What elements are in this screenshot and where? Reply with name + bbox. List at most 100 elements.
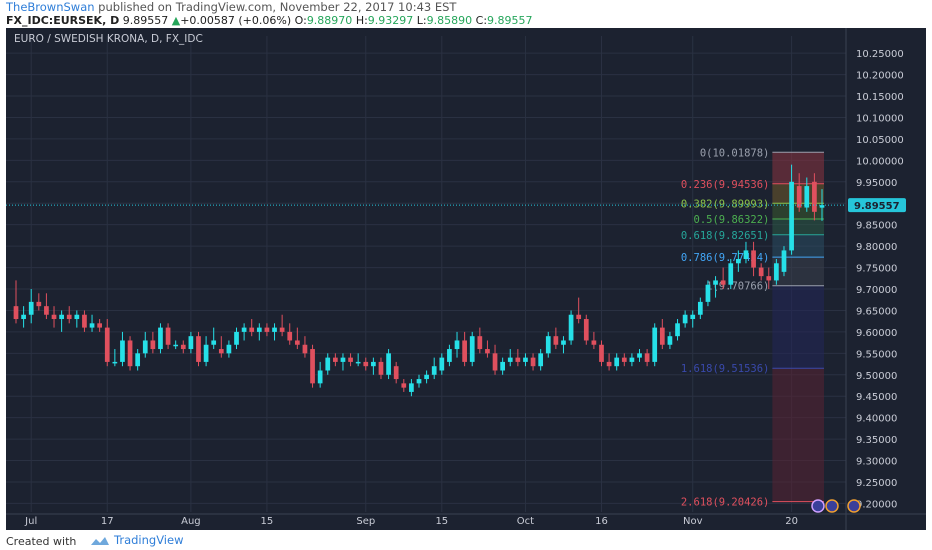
fib-level-label: 1.618(9.51536): [681, 363, 770, 375]
candle-body: [97, 323, 102, 328]
candle-body: [249, 327, 255, 332]
candle-body: [606, 361, 612, 367]
candle-body: [89, 323, 95, 328]
x-tick-label: Sep: [356, 516, 375, 527]
last-price: 9.89557: [122, 14, 169, 27]
candle-body: [629, 357, 635, 362]
chart-panel[interactable]: EURO / SWEDISH KRONA, D, FX_IDC 10.25000…: [6, 28, 926, 530]
y-tick-label: 9.50000: [856, 371, 897, 382]
candle-body: [279, 327, 285, 332]
candle-body: [127, 340, 133, 367]
candle-body: [150, 340, 156, 350]
event-marker-icon[interactable]: [811, 499, 825, 513]
candle-body: [568, 314, 574, 341]
candle-body: [454, 340, 460, 350]
x-tick-label: Oct: [517, 516, 534, 527]
low-label: L:: [416, 14, 427, 27]
high-label: H:: [355, 14, 368, 27]
candle-body: [112, 361, 118, 364]
candle-body: [485, 349, 490, 354]
candle-body: [294, 340, 300, 345]
last-price-badge: [848, 198, 906, 213]
x-tick-label: Nov: [683, 516, 703, 527]
candle-body: [120, 340, 125, 362]
open-value: 9.88970: [306, 14, 353, 27]
candle-body: [439, 357, 445, 371]
candle-body: [682, 314, 688, 324]
candle-body: [333, 357, 338, 362]
candle-body: [241, 327, 247, 332]
candle-body: [621, 357, 627, 362]
fib-zone: [772, 152, 824, 184]
y-tick-label: 9.35000: [856, 435, 897, 446]
candle-body: [287, 331, 293, 341]
candle-body: [614, 357, 620, 367]
fib-level-label: 0(10.01878): [700, 147, 770, 159]
x-tick-label: 15: [261, 516, 274, 527]
ohlc-info: FX_IDC:EURSEK, D 9.89557 ▲+0.00587 (+0.0…: [6, 14, 533, 27]
tradingview-link[interactable]: TradingView: [90, 533, 183, 547]
event-marker-icon[interactable]: [847, 499, 861, 513]
candle-body: [302, 344, 308, 354]
change-value: +0.00587 (+0.06%): [180, 14, 292, 27]
y-tick-label: 10.15000: [856, 92, 904, 103]
candle-body: [743, 250, 749, 259]
candle-body: [325, 357, 331, 371]
candle-body: [637, 353, 642, 358]
y-tick-label: 10.10000: [856, 113, 904, 124]
author-link[interactable]: TheBrownSwan: [6, 0, 95, 14]
candle-body: [576, 314, 582, 320]
candle-body: [690, 314, 696, 320]
candlestick-chart[interactable]: EURO / SWEDISH KRONA, D, FX_IDC 10.25000…: [6, 28, 926, 530]
fib-zone: [772, 368, 824, 502]
fib-zone: [772, 234, 824, 258]
y-tick-label: 10.05000: [856, 135, 904, 146]
candle-body: [218, 349, 224, 354]
candle-body: [728, 263, 734, 285]
candle-body: [523, 357, 528, 362]
fib-level-label: 0.236(9.94536): [681, 179, 770, 191]
x-tick-label: 15: [435, 516, 448, 527]
candle-body: [378, 361, 384, 375]
candle-body: [789, 181, 794, 251]
candle-body: [409, 383, 414, 392]
fib-zone: [772, 257, 824, 286]
y-tick-label: 9.20000: [856, 499, 897, 510]
candle-body: [720, 280, 726, 285]
candle-body: [13, 306, 19, 320]
candle-body: [774, 263, 779, 281]
candle-body: [515, 357, 521, 362]
candle-body: [538, 353, 544, 367]
candle-body: [424, 374, 429, 380]
x-tick-label: 16: [595, 516, 608, 527]
candle-body: [386, 353, 391, 375]
candle-body: [652, 327, 658, 362]
publish-info: TheBrownSwan published on TradingView.co…: [6, 0, 456, 14]
candle-body: [492, 353, 498, 371]
candle-body: [758, 267, 764, 277]
y-tick-label: 9.45000: [856, 392, 897, 403]
candle-body: [264, 327, 270, 332]
candle-body: [188, 336, 194, 350]
fib-level-label: 0.5(9.86322): [694, 214, 770, 226]
candle-body: [659, 327, 665, 345]
close-value: 9.89557: [487, 14, 533, 27]
candle-body: [401, 383, 407, 388]
candle-body: [819, 205, 825, 208]
event-marker-icon[interactable]: [825, 499, 839, 513]
candle-body: [74, 314, 80, 320]
candle-body: [697, 301, 703, 315]
candle-body: [36, 301, 42, 307]
y-tick-label: 9.65000: [856, 306, 897, 317]
y-tick-label: 9.70000: [856, 285, 897, 296]
candle-body: [469, 336, 475, 362]
candle-body: [667, 336, 673, 345]
y-tick-label: 9.30000: [856, 457, 897, 468]
chart-title: EURO / SWEDISH KRONA, D, FX_IDC: [14, 33, 203, 45]
y-tick-label: 9.40000: [856, 414, 897, 425]
candle-body: [675, 323, 680, 337]
fib-zone: [772, 203, 824, 220]
candle-body: [142, 340, 148, 354]
candle-body: [21, 314, 26, 320]
footer: Created with TradingView: [6, 531, 926, 550]
